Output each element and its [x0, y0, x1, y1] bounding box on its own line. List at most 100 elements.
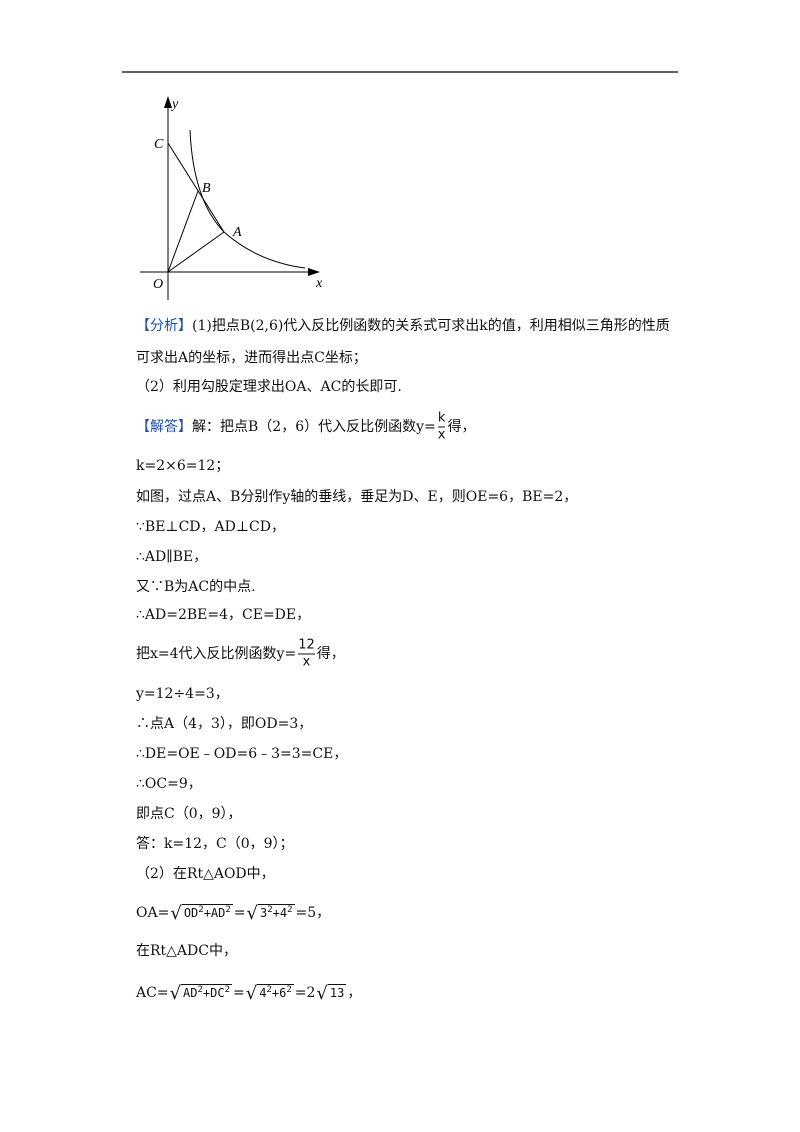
text-run: ∴DE=OE﹣OD=6﹣3=3=CE，: [136, 746, 348, 762]
text-line: 即点C（0，9），: [136, 804, 242, 824]
label: y: [170, 97, 179, 112]
text-line: （2）在Rt△AOD中，: [136, 864, 275, 884]
figure: y C B A O x: [122, 71, 678, 300]
superscript: 2: [197, 985, 203, 995]
text-run: ∵BE⊥CD，AD⊥CD，: [136, 519, 285, 535]
superscript: 2: [286, 985, 292, 995]
text-line: ∴AD∥BE，: [136, 547, 207, 567]
text-run: ，: [347, 985, 362, 1001]
text-line: 把x=4代入反比例函数y= 12 x 得，: [136, 638, 345, 671]
text-run: 得，: [447, 419, 476, 435]
text-line: 【分析】(1)把点B(2,6)代入反比例函数的关系式可求出k的值，利用相似三角形…: [136, 316, 670, 336]
radicand: 32+42: [258, 904, 295, 920]
text-run: (1)把点B(2,6)代入反比例函数的关系式可求出k的值，利用相似三角形的性质: [192, 318, 670, 334]
text-line: y=12÷4=3，: [136, 684, 229, 704]
superscript: 2: [266, 985, 272, 995]
x-arrow: [308, 268, 320, 276]
radical-sign: √: [169, 983, 182, 1004]
segment-oa: [167, 231, 225, 273]
text-run: 得，: [316, 646, 345, 662]
text-line: ∴DE=OE﹣OD=6﹣3=3=CE，: [136, 744, 347, 764]
text-run: 在Rt△ADC中，: [136, 943, 237, 959]
denominator: x: [437, 426, 446, 443]
text-run: 可求出A的坐标，进而得出点C坐标；: [136, 350, 367, 366]
superscript: 2: [225, 905, 231, 915]
radicand: 42+62: [257, 984, 294, 1000]
radical-sign: √: [245, 983, 258, 1004]
text-run: ∴AD∥BE，: [136, 549, 208, 565]
text-line: k=2×6=12；: [136, 456, 229, 476]
radical-sign: √: [170, 903, 182, 924]
label: C: [154, 137, 164, 152]
text-run: AD: [183, 986, 198, 1000]
text-run: 又∵B为AC的中点.: [136, 579, 256, 595]
numerator: k: [437, 410, 446, 426]
text-run: =: [233, 985, 245, 1001]
text-run: 把x=4代入反比例函数y=: [136, 646, 297, 662]
text-run: 即点C（0，9），: [136, 806, 242, 822]
text-line: ∴点A（4，3），即OD=3，: [136, 714, 312, 734]
radical: √ 13: [316, 983, 347, 1004]
y-arrow: [164, 96, 172, 108]
radical: √ AD2+DC2: [169, 980, 233, 1004]
text-line: 答：k=12，C（0，9）；: [136, 834, 294, 854]
text-line: 如图，过点A、B分别作y轴的垂线，垂足为D、E，则OE=6，BE=2，: [136, 487, 577, 507]
text-run: （2）利用勾股定理求出OA、AC的长即可.: [136, 379, 402, 395]
text-run: k=2×6=12；: [136, 458, 230, 474]
text-run: ∴AD=2BE=4，CE=DE，: [136, 607, 311, 623]
text-run: y=12÷4=3，: [136, 686, 229, 702]
text-run: AC=: [136, 985, 169, 1001]
text-run: +4: [272, 906, 288, 920]
superscript: 2: [224, 985, 231, 995]
superscript: 2: [198, 905, 204, 915]
text-line: ∵BE⊥CD，AD⊥CD，: [136, 517, 285, 537]
text-line: AC=√ AD2+DC2 =√ 42+62 =2√ 13，: [136, 980, 361, 1004]
section-tag: 【解答】: [136, 419, 192, 435]
radical: √ 32+42: [247, 900, 295, 924]
segment-ob: [167, 190, 199, 273]
text-run: =5，: [295, 905, 331, 921]
text-run: 4: [259, 986, 267, 1000]
text-run: 13: [329, 986, 345, 1000]
radicand: 13: [327, 984, 347, 1000]
label: B: [202, 181, 211, 196]
radical: √ OD2+AD2: [170, 900, 233, 924]
text-run: OD: [183, 906, 199, 920]
radicand: OD2+AD2: [181, 904, 233, 920]
text-run: ∴OC=9，: [136, 776, 202, 792]
curve: [189, 129, 306, 269]
fraction: 12 x: [298, 638, 315, 671]
superscript: 2: [287, 905, 293, 915]
text-line: ∴OC=9，: [136, 774, 202, 794]
section-tag: 【分析】: [136, 318, 192, 334]
label: x: [315, 276, 323, 291]
denominator: x: [298, 653, 315, 671]
text-run: （2）在Rt△AOD中，: [136, 866, 275, 882]
radical-sign: √: [316, 983, 328, 1004]
text-line: 【解答】解：把点B（2，6）代入反比例函数y= k x 得，: [136, 411, 475, 444]
text-run: +DC: [202, 986, 225, 1000]
text-line: （2）利用勾股定理求出OA、AC的长即可.: [136, 377, 402, 397]
text-run: 解：把点B（2，6）代入反比例函数y=: [192, 419, 436, 435]
text-line: OA=√ OD2+AD2 =√ 32+42 =5，: [136, 900, 330, 924]
text-run: =2: [294, 985, 316, 1001]
text-run: 答：k=12，C（0，9）；: [136, 836, 294, 852]
text-line: 又∵B为AC的中点.: [136, 577, 256, 597]
label: O: [153, 277, 163, 292]
radical-sign: √: [246, 903, 259, 924]
radicand: AD2+DC2: [181, 984, 233, 1000]
numerator: 12: [298, 637, 315, 653]
text-line: 可求出A的坐标，进而得出点C坐标；: [136, 348, 367, 368]
segment-ca: [167, 142, 225, 233]
text-line: 在Rt△ADC中，: [136, 941, 237, 961]
label: A: [232, 225, 242, 240]
text-run: OA=: [136, 905, 170, 921]
radical: √ 42+62: [246, 980, 294, 1004]
text-line: ∴AD=2BE=4，CE=DE，: [136, 605, 310, 625]
text-run: 如图，过点A、B分别作y轴的垂线，垂足为D、E，则OE=6，BE=2，: [136, 489, 578, 505]
text-run: +AD: [203, 906, 226, 920]
text-run: ∴点A（4，3），即OD=3，: [136, 716, 313, 732]
text-run: 3: [260, 906, 268, 920]
